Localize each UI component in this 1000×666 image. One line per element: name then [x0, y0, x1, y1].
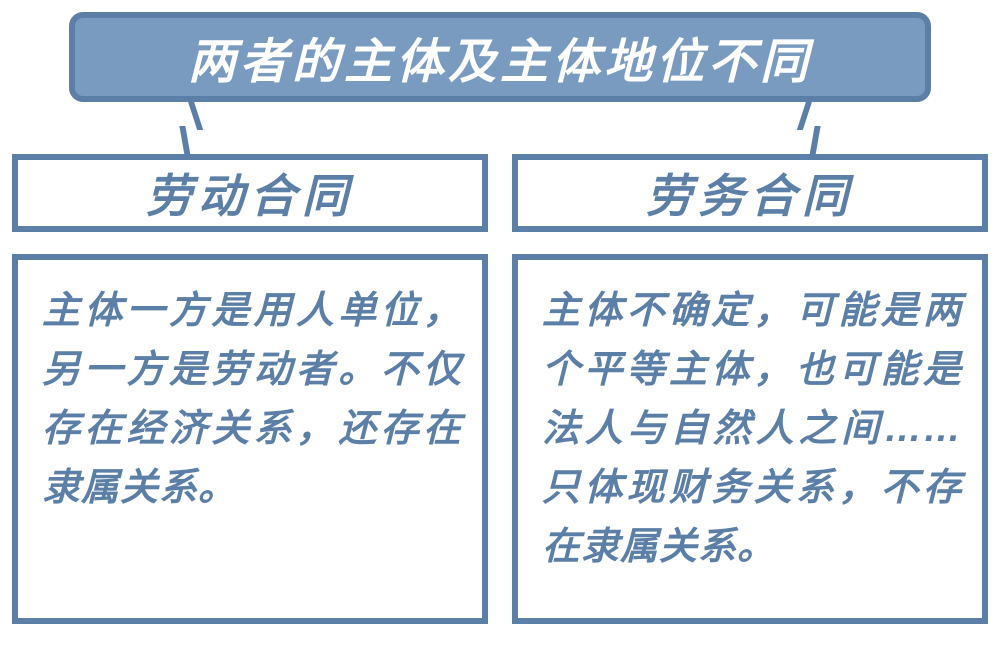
header-title: 两者的主体及主体地位不同 [188, 22, 812, 92]
connector-lines [12, 102, 988, 154]
branch-right-body-box: 主体不确定，可能是两个平等主体，也可能是法人与自然人之间……只体现财务关系，不存… [512, 254, 988, 624]
branch-right: 劳务合同 主体不确定，可能是两个平等主体，也可能是法人与自然人之间……只体现财务… [512, 154, 988, 624]
branch-right-title: 劳务合同 [646, 160, 854, 226]
branch-left-body-box: 主体一方是用人单位，另一方是劳动者。不仅存在经济关系，还存在隶属关系。 [12, 254, 488, 624]
branch-right-body: 主体不确定，可能是两个平等主体，也可能是法人与自然人之间……只体现财务关系，不存… [542, 290, 962, 568]
branch-left-title: 劳动合同 [146, 160, 354, 226]
header-box: 两者的主体及主体地位不同 [69, 12, 931, 102]
branches-row: 劳动合同 主体一方是用人单位，另一方是劳动者。不仅存在经济关系，还存在隶属关系。… [12, 154, 988, 624]
branch-left: 劳动合同 主体一方是用人单位，另一方是劳动者。不仅存在经济关系，还存在隶属关系。 [12, 154, 488, 624]
branch-left-title-box: 劳动合同 [12, 154, 488, 232]
diagram-container: 两者的主体及主体地位不同 劳动合同 主体一方是用人单位，另一方是劳动者。不仅存在… [12, 12, 988, 624]
branch-right-title-box: 劳务合同 [512, 154, 988, 232]
branch-left-body: 主体一方是用人单位，另一方是劳动者。不仅存在经济关系，还存在隶属关系。 [42, 290, 462, 509]
